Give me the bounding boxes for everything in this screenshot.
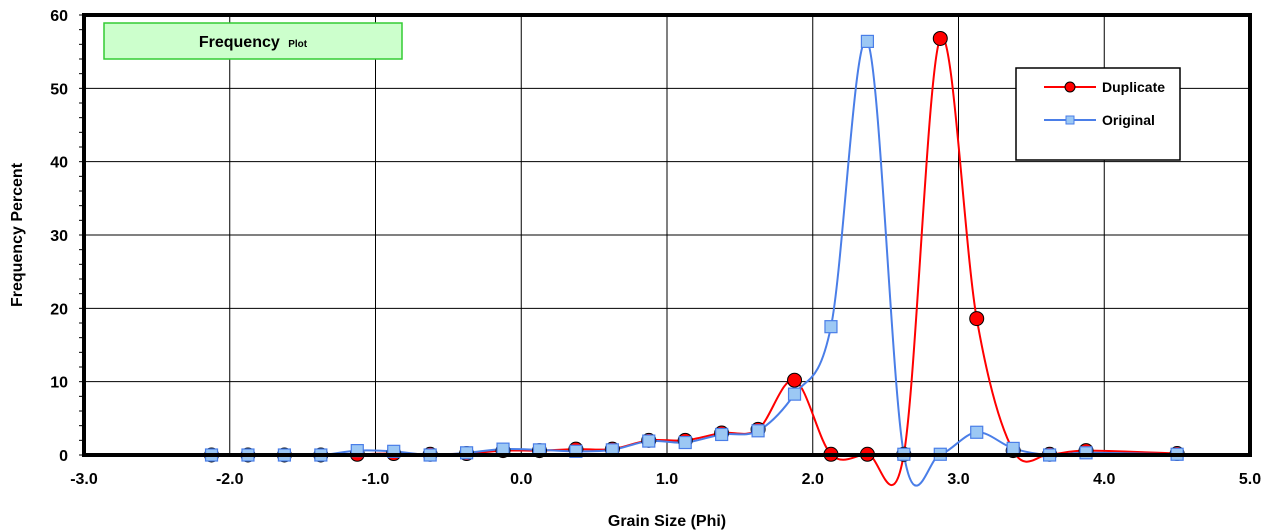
x-tick-label: -3.0 xyxy=(70,471,98,488)
y-tick-label: 60 xyxy=(50,8,68,25)
x-tick-label: 2.0 xyxy=(802,471,824,488)
legend: Duplicate Original xyxy=(1015,67,1181,161)
data-point-original xyxy=(824,320,838,334)
y-axis-title: Frequency Percent xyxy=(9,162,26,307)
x-tick-label: -2.0 xyxy=(216,471,244,488)
x-tick-label: 3.0 xyxy=(947,471,969,488)
y-tick-label: 20 xyxy=(50,301,68,318)
data-point-original xyxy=(642,434,656,448)
data-point-original xyxy=(715,427,729,442)
x-axis-ticks: -3.0 -2.0 -1.0 0.0 1.0 2.0 3.0 4.0 5.0 xyxy=(70,471,1261,488)
data-point-duplicate xyxy=(787,372,803,388)
chart-title: Frequency Plot xyxy=(199,34,308,51)
data-point-original xyxy=(970,425,984,439)
chart-title-box: Frequency Plot xyxy=(103,22,403,60)
y-tick-label: 50 xyxy=(50,81,68,98)
legend-marker-original xyxy=(1065,115,1075,125)
data-point-duplicate xyxy=(969,311,985,327)
y-tick-label: 0 xyxy=(59,448,68,465)
legend-label-original: Original xyxy=(1102,112,1155,128)
y-tick-label: 40 xyxy=(50,155,68,172)
data-point-original xyxy=(860,34,875,49)
x-tick-label: 1.0 xyxy=(656,471,678,488)
x-axis-title: Grain Size (Phi) xyxy=(608,513,726,530)
chart-title-main: Frequency xyxy=(199,34,280,51)
y-tick-label: 30 xyxy=(50,228,68,245)
data-point-original xyxy=(1006,441,1020,455)
x-tick-label: 5.0 xyxy=(1239,471,1261,488)
y-tick-label: 10 xyxy=(50,375,68,392)
data-point-original xyxy=(751,424,765,438)
legend-label-duplicate: Duplicate xyxy=(1102,79,1165,95)
data-point-original xyxy=(678,435,692,450)
data-point-duplicate xyxy=(932,30,948,46)
title-box-background xyxy=(103,22,403,60)
x-tick-label: 4.0 xyxy=(1093,471,1115,488)
chart-title-sub: Plot xyxy=(288,39,308,50)
x-tick-label: 0.0 xyxy=(510,471,532,488)
legend-marker-duplicate xyxy=(1064,81,1076,93)
x-tick-label: -1.0 xyxy=(362,471,390,488)
legend-box xyxy=(1015,67,1181,161)
data-point-original xyxy=(787,387,802,401)
y-axis-ticks: 0 10 20 30 40 50 60 xyxy=(50,8,84,465)
